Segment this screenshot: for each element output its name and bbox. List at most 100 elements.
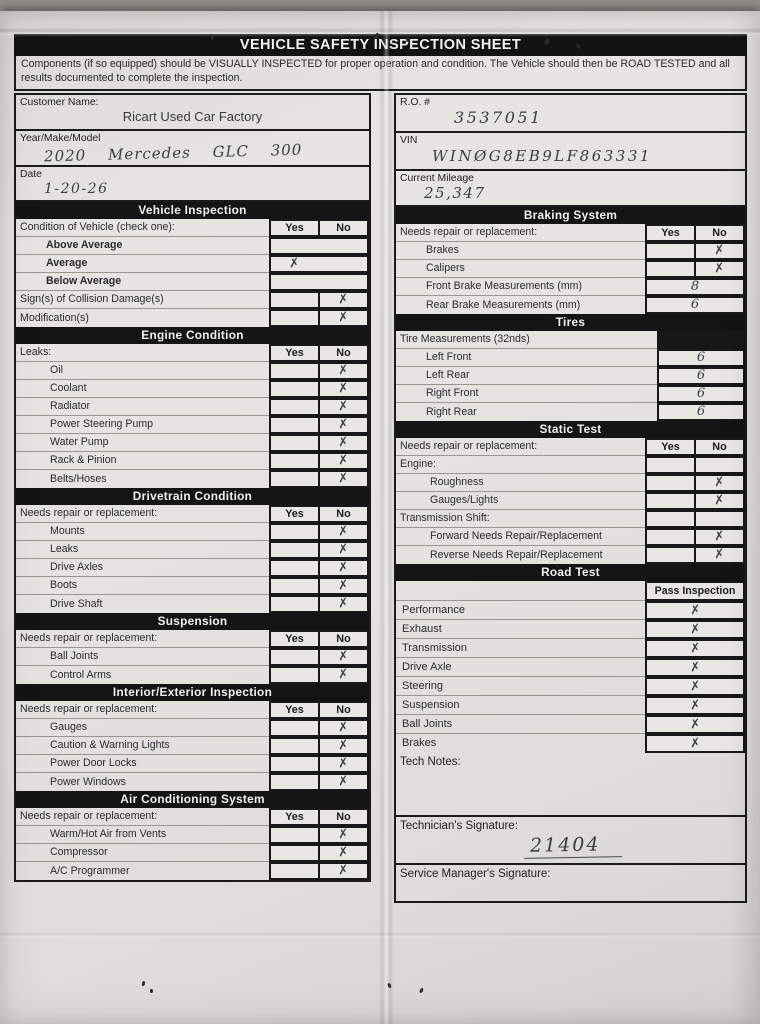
subheader-label: Needs repair or replacement:	[396, 438, 645, 456]
ro-number-field: R.O. # 3537051	[396, 95, 745, 133]
no-cell: ✗	[320, 435, 367, 450]
table-row: Brakes ✗	[396, 733, 745, 753]
table-row: Brakes ✗	[396, 241, 745, 260]
section-tires: Tires Tire Measurements (32nds) Left Fro…	[396, 313, 745, 421]
black-filler	[657, 330, 745, 349]
vin-value: WINØG8EB9LF863331	[432, 146, 652, 165]
no-cell: ✗	[696, 529, 743, 544]
table-row: Transmission ✗	[396, 638, 745, 658]
check-mark: ✗	[337, 524, 350, 539]
check-mark: ✗	[688, 735, 702, 751]
section-title: Road Test	[396, 563, 745, 581]
section-title: Vehicle Inspection	[16, 201, 369, 219]
no-cell: ✗	[696, 547, 743, 562]
pass-cell: ✗	[647, 697, 743, 713]
group-row: Engine:	[396, 455, 745, 474]
no-cell: ✗	[696, 475, 743, 490]
check-mark: ✗	[337, 542, 350, 557]
check-mark: ✗	[337, 649, 350, 664]
yes-cell	[271, 453, 318, 468]
section-title: Suspension	[16, 612, 369, 630]
no-cell: ✗	[320, 738, 367, 753]
empty-label	[396, 581, 645, 601]
check-mark: ✗	[337, 578, 350, 593]
yes-cell	[271, 292, 318, 307]
section-suspension: Suspension Needs repair or replacement: …	[16, 612, 369, 684]
yes-no-header-row: Needs repair or replacement: Yes No	[16, 629, 369, 648]
ink-speck	[141, 980, 146, 987]
subheader-label: Tire Measurements (32nds)	[396, 331, 657, 349]
check-mark: ✗	[337, 667, 350, 682]
table-row: Gauges ✗	[16, 718, 369, 737]
check-mark: ✗	[337, 863, 350, 878]
tire-value: 6	[696, 368, 706, 383]
manager-signature-box: Service Manager's Signature:	[396, 865, 745, 901]
form-title: VEHICLE SAFETY INSPECTION SHEET	[14, 34, 747, 56]
no-cell: ✗	[320, 363, 367, 378]
check-mark: ✗	[337, 363, 350, 378]
no-column-header: No	[696, 439, 743, 454]
check-mark: ✗	[713, 261, 726, 276]
paper-sheet: VEHICLE SAFETY INSPECTION SHEET Componen…	[0, 11, 760, 1024]
yes-no-header-row: Needs repair or replacement: Yes No	[396, 223, 745, 242]
no-cell: ✗	[696, 243, 743, 258]
yes-column-header: Yes	[271, 345, 318, 360]
table-row: Left Front 6	[396, 348, 745, 367]
yes-no-header-row: Needs repair or replacement: Yes No	[16, 807, 369, 826]
no-cell: ✗	[320, 417, 367, 432]
subheader-label: Needs repair or replacement:	[16, 808, 269, 826]
ink-speck	[418, 987, 425, 994]
yes-cell	[271, 774, 318, 789]
no-column-header: No	[320, 631, 367, 646]
pass-inspection-header: Pass Inspection	[647, 582, 743, 599]
intro-text: Components (if so equipped) should be VI…	[14, 56, 747, 91]
table-row: Power Windows ✗	[16, 772, 369, 791]
technician-signature-value: 21404	[523, 832, 623, 859]
measurement-value: 6	[690, 297, 700, 312]
no-cell: ✗	[320, 667, 367, 682]
no-cell	[696, 511, 743, 526]
table-row: Rear Brake Measurements (mm) 6	[396, 295, 745, 314]
pass-cell: ✗	[647, 602, 743, 618]
tire-value: 6	[696, 404, 706, 419]
pass-inspection-header-row: Pass Inspection	[396, 580, 745, 601]
table-row: Right Front 6	[396, 384, 745, 403]
section-air-conditioning: Air Conditioning System Needs repair or …	[16, 790, 369, 880]
year-make-model-label: Year/Make/Model	[20, 132, 101, 144]
table-row: Ball Joints ✗	[16, 647, 369, 666]
vin-field: VIN WINØG8EB9LF863331	[396, 133, 745, 171]
yes-cell	[647, 511, 694, 526]
yes-cell	[271, 542, 318, 557]
section-title: Engine Condition	[16, 326, 369, 344]
yes-cell	[647, 261, 694, 276]
no-column-header: No	[320, 809, 367, 824]
tech-notes-label: Tech Notes:	[400, 755, 461, 768]
check-mark: ✗	[337, 738, 350, 753]
yes-cell	[271, 667, 318, 682]
check-mark: ✗	[713, 243, 726, 258]
check-mark: ✗	[337, 310, 350, 325]
subheader-label: Needs repair or replacement:	[16, 701, 269, 719]
yes-cell	[271, 417, 318, 432]
table-row: Reverse Needs Repair/Replacement ✗	[396, 545, 745, 564]
no-cell: ✗	[320, 560, 367, 575]
no-cell: ✗	[320, 471, 367, 486]
yes-cell	[647, 529, 694, 544]
technician-signature-label: Technician's Signature:	[400, 819, 518, 832]
no-cell: ✗	[320, 542, 367, 557]
check-mark: ✗	[337, 471, 350, 486]
yes-column-header: Yes	[271, 809, 318, 824]
check-mark: ✗	[688, 659, 702, 675]
table-row: Gauges/Lights ✗	[396, 491, 745, 510]
mileage-label: Current Mileage	[400, 172, 474, 184]
check-mark: ✗	[337, 596, 350, 611]
yes-cell	[271, 560, 318, 575]
yes-cell	[271, 756, 318, 771]
yes-cell	[271, 471, 318, 486]
table-row: Forward Needs Repair/Replacement ✗	[396, 527, 745, 546]
check-mark: ✗	[337, 774, 350, 789]
table-row: Drive Axles ✗	[16, 558, 369, 577]
measurement-value: 8	[690, 279, 700, 294]
no-column-header: No	[696, 225, 743, 240]
check-mark: ✗	[337, 399, 350, 414]
